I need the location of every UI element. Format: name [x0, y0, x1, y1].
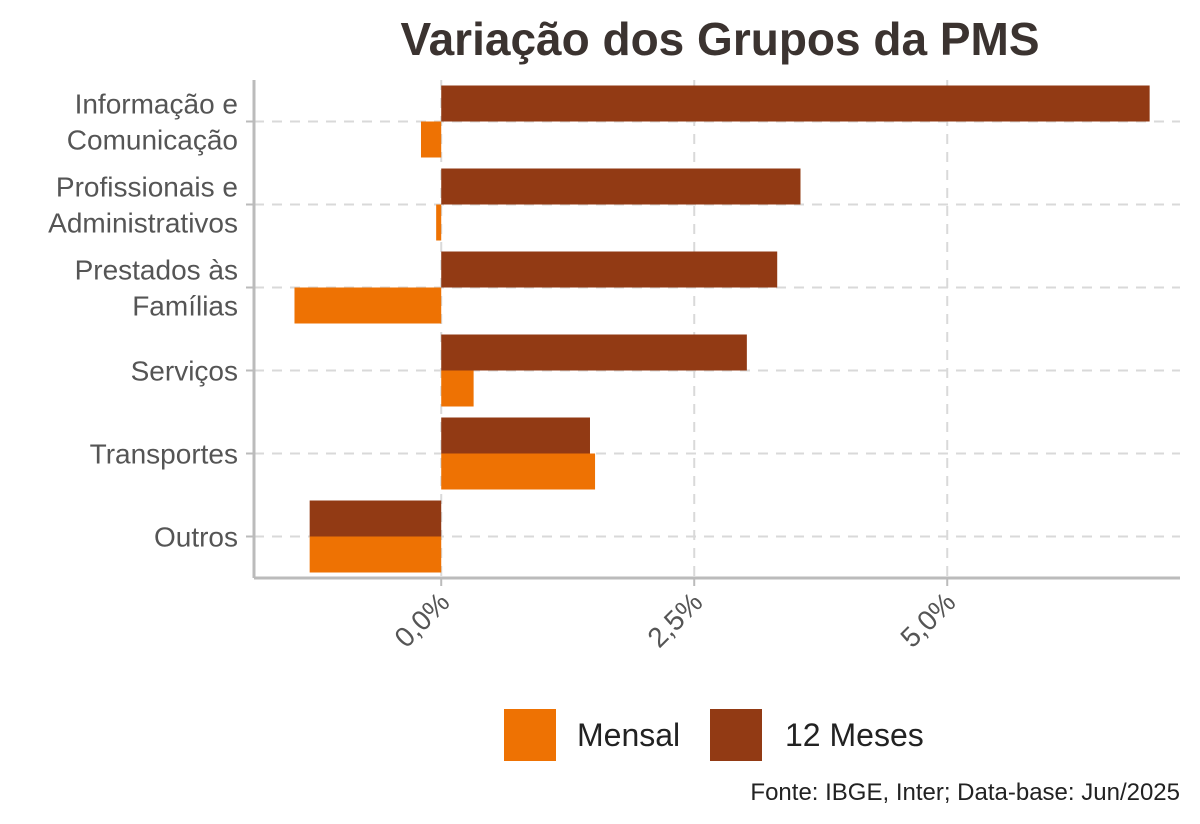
legend: Mensal 12 Meses — [504, 709, 924, 761]
legend-label-mensal: Mensal — [577, 717, 680, 753]
legend-swatch-12-meses — [710, 709, 762, 761]
x-tick-label: 5,0% — [894, 586, 961, 653]
bar-12-meses — [309, 500, 442, 537]
bar-mensal — [294, 287, 442, 324]
bar-mensal — [441, 370, 474, 407]
category-labels: Informação e Comunicação Profissionais e Ad… — [48, 89, 238, 553]
x-tick-label: 0,0% — [388, 586, 455, 653]
category-label: Profissionais e Administrativos — [48, 172, 238, 239]
x-tick-labels: 0,0% 2,5% 5,0% — [388, 586, 961, 653]
bar-mensal — [441, 453, 596, 490]
bar-12-meses — [441, 85, 1150, 122]
bar-12-meses — [441, 334, 747, 371]
bars — [294, 85, 1150, 573]
bar-12-meses — [441, 168, 801, 205]
caption: Fonte: IBGE, Inter; Data-base: Jun/2025 — [750, 779, 1180, 806]
legend-swatch-mensal — [504, 709, 556, 761]
axes — [246, 80, 1180, 586]
category-label: Serviços — [131, 356, 238, 387]
category-label: Transportes — [90, 439, 238, 470]
bar-mensal — [420, 121, 442, 158]
bar-mensal — [309, 536, 442, 573]
category-label: Prestados às Famílias — [75, 255, 238, 322]
category-label: Outros — [154, 522, 238, 553]
bar-mensal — [436, 204, 442, 241]
bar-12-meses — [441, 417, 590, 454]
bar-12-meses — [441, 251, 778, 288]
category-label: Informação e Comunicação — [67, 89, 238, 156]
chart-title: Variação dos Grupos da PMS — [400, 13, 1039, 65]
legend-label-12-meses: 12 Meses — [785, 717, 924, 753]
grid — [254, 80, 1180, 578]
x-tick-label: 2,5% — [641, 586, 708, 653]
